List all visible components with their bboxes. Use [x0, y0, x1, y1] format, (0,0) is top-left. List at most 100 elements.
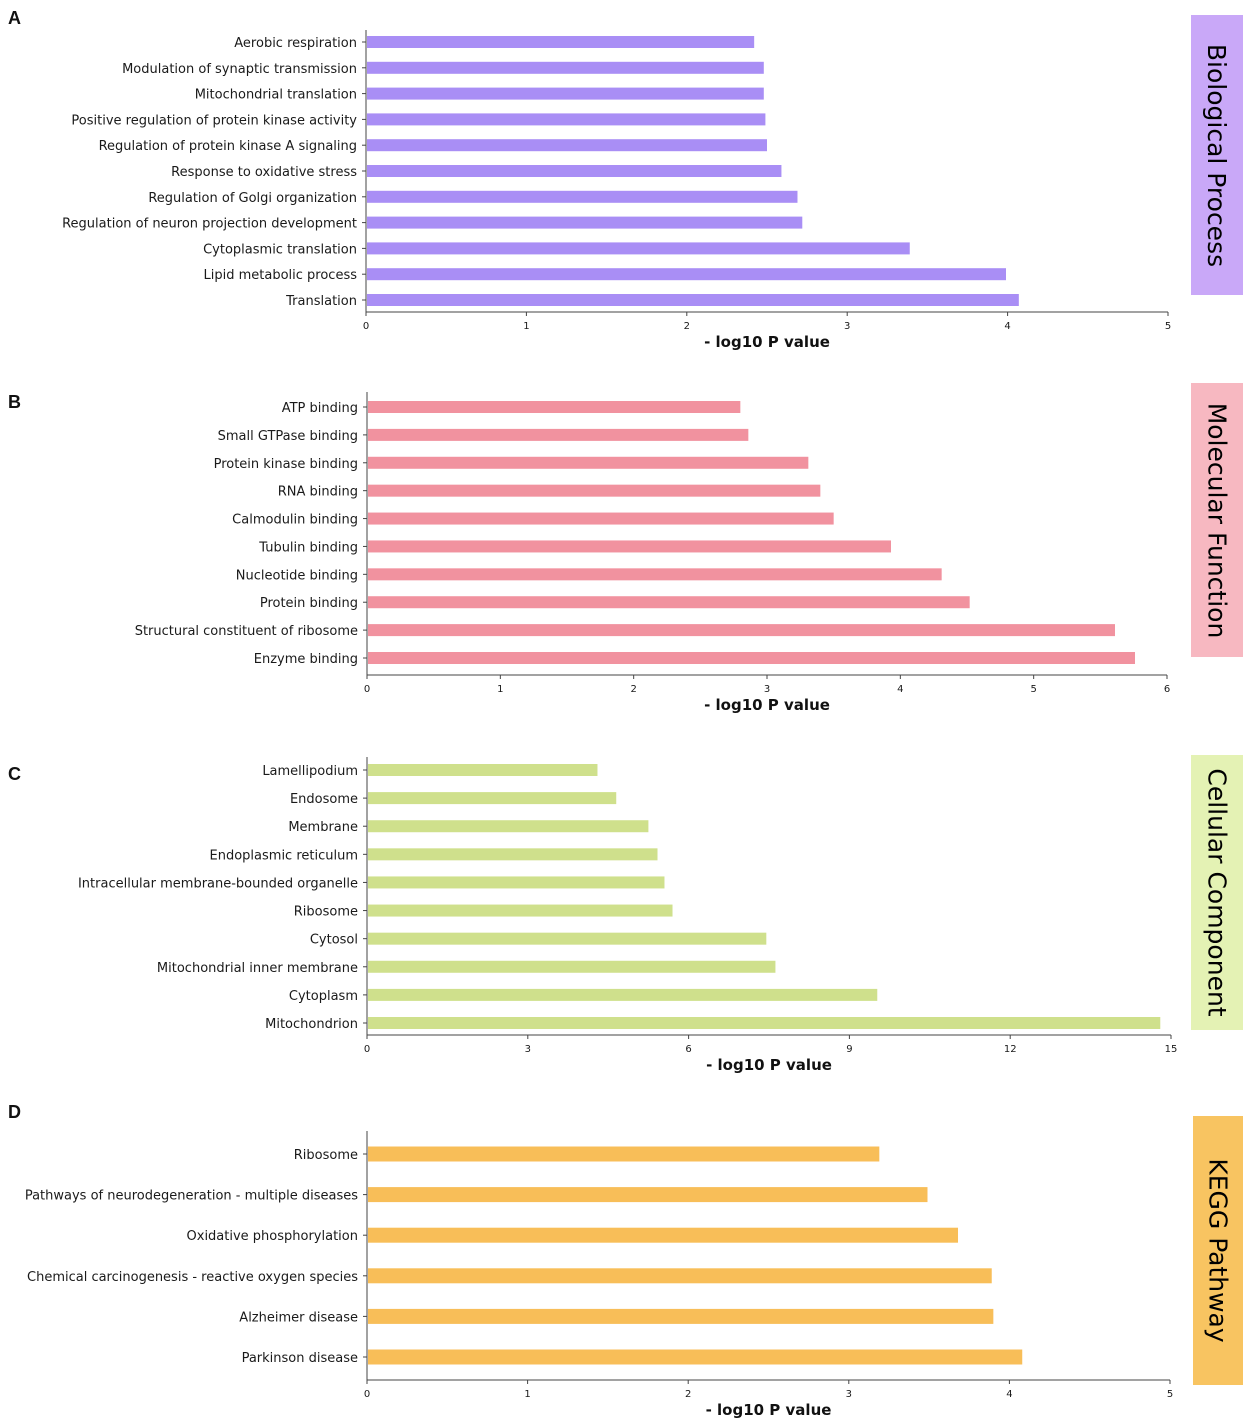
category-label: Mitochondrial inner membrane [157, 961, 358, 976]
bar [367, 190, 798, 203]
bar [368, 596, 970, 609]
x-tick-label: 5 [1165, 321, 1171, 332]
bar-chart-kegg-pathway: D Ribosome Pathways of neurodegeneration -… [8, 1102, 1173, 1419]
category-label: Lipid metabolic process [204, 268, 358, 283]
x-tick-label: 4 [1004, 321, 1010, 332]
x-tick-label: 2 [630, 684, 636, 695]
side-label: Cellular Component [1202, 768, 1232, 1017]
category-label: RNA binding [278, 485, 358, 500]
panel-a: A Aerobic respiration Modulation of synapt… [0, 0, 1248, 362]
category-label: Calmodulin binding [232, 513, 358, 528]
side-label-box: Molecular Function [1191, 383, 1243, 657]
bar [368, 512, 834, 525]
category-label: Regulation of neuron projection developm… [62, 217, 357, 232]
bar [368, 1349, 1023, 1365]
category-label: Chemical carcinogenesis - reactive oxyge… [27, 1270, 358, 1285]
category-label: Pathways of neurodegeneration - multiple… [25, 1189, 358, 1204]
bar [368, 820, 649, 833]
category-label: Endoplasmic reticulum [210, 848, 358, 863]
category-label: Protein kinase binding [214, 457, 358, 472]
x-tick-label: 0 [363, 321, 369, 332]
bar [367, 87, 764, 100]
bar [368, 540, 891, 553]
x-tick-label: 6 [1164, 684, 1170, 695]
bar [368, 456, 809, 469]
category-label: Mitochondrial translation [195, 88, 357, 103]
bar [368, 1017, 1161, 1029]
side-label-box: Biological Process [1191, 15, 1243, 295]
category-label: Tubulin binding [258, 540, 358, 555]
bar [367, 61, 764, 74]
category-label: Regulation of protein kinase A signaling [99, 139, 357, 154]
category-label: Translation [285, 294, 357, 309]
bar [368, 876, 665, 889]
x-tick-label: 4 [897, 684, 903, 695]
bar [368, 652, 1135, 664]
category-label: Mitochondrion [265, 1017, 358, 1032]
bar [367, 113, 766, 126]
category-label: Ribosome [294, 905, 358, 920]
category-label: Regulation of Golgi organization [148, 191, 357, 206]
x-tick-label: 3 [844, 321, 850, 332]
category-label: ATP binding [282, 401, 358, 416]
x-tick-label: 3 [764, 684, 770, 695]
bar [368, 401, 741, 413]
x-tick-label: 1 [497, 684, 503, 695]
x-tick-label: 1 [524, 1389, 530, 1400]
bar [368, 904, 673, 917]
x-tick-label: 3 [846, 1389, 852, 1400]
bar [367, 216, 803, 229]
side-label: Molecular Function [1202, 402, 1232, 638]
bar [367, 268, 1006, 281]
bar [367, 242, 910, 255]
x-tick-label: 0 [364, 1389, 370, 1400]
bar-chart-cellular-component: C Lamellipodium Endosome Membrane Endoplasmi… [8, 757, 1178, 1074]
bar [368, 1227, 959, 1243]
x-tick-label: 2 [684, 321, 690, 332]
side-label-box: Cellular Component [1191, 755, 1243, 1030]
category-label: Structural constituent of ribosome [135, 624, 358, 639]
bar [368, 624, 1115, 637]
panel-letter: A [8, 8, 21, 28]
panel-b: B ATP binding Small GTPase binding Protein … [0, 370, 1248, 725]
bar [367, 165, 782, 177]
bar [368, 1146, 880, 1162]
x-tick-label: 1 [523, 321, 529, 332]
bar [368, 848, 658, 861]
category-label: Modulation of synaptic transmission [122, 62, 357, 77]
bar [368, 1308, 994, 1324]
x-axis-title: - log10 P value [704, 333, 830, 351]
category-label: Cytoplasmic translation [203, 242, 357, 257]
side-label: KEGG Pathway [1203, 1158, 1233, 1343]
bar [367, 294, 1019, 306]
bar [368, 568, 942, 581]
bar [368, 988, 878, 1001]
panel-letter: D [8, 1102, 21, 1122]
x-axis-title: - log10 P value [706, 1401, 832, 1419]
category-label: Positive regulation of protein kinase ac… [71, 113, 357, 128]
side-label: Biological Process [1202, 43, 1232, 267]
x-tick-label: 12 [1004, 1044, 1017, 1055]
category-label: Cytoplasm [289, 989, 358, 1004]
bar [368, 960, 776, 973]
category-label: Oxidative phosphorylation [187, 1229, 358, 1244]
x-tick-label: 15 [1165, 1044, 1178, 1055]
category-label: Cytosol [310, 933, 358, 948]
category-label: Alzheimer disease [239, 1310, 358, 1325]
x-tick-label: 0 [364, 1044, 370, 1055]
x-axis-title: - log10 P value [704, 696, 830, 714]
bar [368, 484, 821, 497]
bar [368, 428, 749, 441]
bar [368, 932, 767, 945]
bar [367, 139, 767, 152]
category-label: Intracellular membrane-bounded organelle [78, 876, 358, 891]
bar-chart-molecular-function: B ATP binding Small GTPase binding Protein … [8, 392, 1170, 714]
bar [368, 792, 617, 805]
x-tick-label: 2 [685, 1389, 691, 1400]
x-tick-label: 3 [525, 1044, 531, 1055]
category-label: Ribosome [294, 1148, 358, 1163]
x-tick-label: 9 [846, 1044, 852, 1055]
side-label-box: KEGG Pathway [1193, 1116, 1243, 1385]
panel-letter: C [8, 764, 21, 784]
bar [367, 36, 755, 48]
